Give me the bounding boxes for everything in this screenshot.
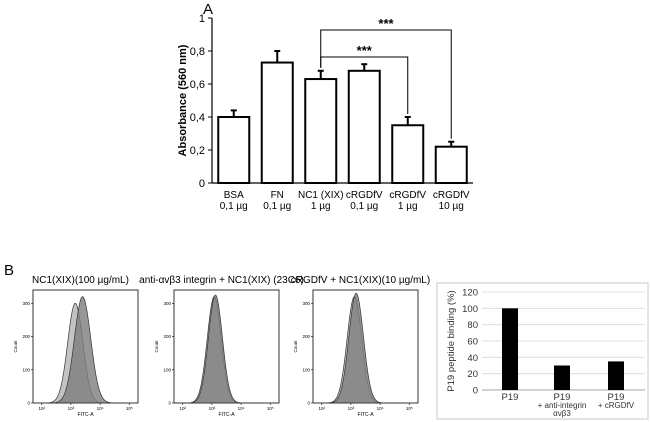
histogram-title: anti-αvβ3 integrin + NC1(XIX) (23C6): [139, 275, 304, 286]
x-tick-label: 10⁵: [267, 406, 274, 411]
x-category-label: 1 µg: [311, 201, 331, 212]
y-tick-label: 20: [467, 369, 478, 380]
chart-frame: [436, 282, 649, 420]
bar: [304, 78, 338, 184]
bar: [391, 124, 425, 184]
y-tick-label: 300: [163, 301, 171, 306]
significance-label: ***: [357, 43, 373, 58]
y-axis-label: Count: [13, 340, 18, 353]
bar: [217, 116, 251, 184]
y-axis-label: Absorbance (560 nm): [177, 44, 189, 156]
significance-bracket: [320, 29, 452, 139]
bar: [608, 361, 624, 390]
x-category-label: + anti-integrin: [538, 401, 587, 410]
panel-a-label: A: [203, 1, 213, 18]
y-tick-label: 0: [307, 401, 310, 406]
x-tick-label: 10²: [38, 406, 45, 411]
x-tick-label: 10⁴: [97, 406, 104, 411]
x-category-label: P19: [502, 392, 519, 403]
x-tick-label: 10⁴: [238, 406, 245, 411]
y-axis-label: Count: [154, 340, 159, 353]
flow-histogram-crgdfv: cRGDfV + NC1(XIX)(10 µg/mL) 0 100 200 300 Cou…: [291, 275, 430, 418]
bar: [434, 145, 468, 184]
p19-binding-bar-chart: 0 20 40 60 80 100 120 P19 peptide binding (%) P1…: [436, 282, 649, 420]
x-category-label: FN: [271, 190, 284, 201]
x-category-label: 0,1 µg: [220, 201, 248, 212]
y-tick-label: 80: [467, 320, 478, 331]
x-tick-label: 10⁵: [406, 406, 413, 411]
y-tick-label: 40: [467, 353, 478, 364]
y-tick-label: 0,6: [190, 79, 205, 91]
y-tick-label: 100: [163, 367, 171, 372]
x-axis-label: FITC-A: [218, 412, 235, 418]
histogram-title: NC1(XIX)(100 µg/mL): [32, 275, 129, 286]
x-category-label: P19: [608, 392, 625, 403]
x-category-label: αvβ3: [553, 409, 571, 418]
y-tick-label: 300: [302, 301, 310, 306]
x-category-label: cRGDfV: [433, 190, 470, 201]
y-tick-label: 0,8: [190, 46, 205, 58]
x-tick-label: 10⁵: [126, 406, 133, 411]
y-tick-label: 200: [163, 334, 171, 339]
y-tick-label: 0,4: [190, 112, 205, 124]
y-tick-label: 0: [473, 386, 478, 397]
x-tick-label: 10⁴: [377, 406, 384, 411]
y-tick-label: 120: [462, 288, 478, 299]
x-tick-label: 10²: [179, 406, 186, 411]
x-tick-label: 10³: [209, 406, 216, 411]
x-category-label: 0,1 µg: [263, 201, 291, 212]
y-tick-label: 60: [467, 337, 478, 348]
y-tick-label: 200: [302, 334, 310, 339]
x-category-label: cRGDfV: [346, 190, 383, 201]
y-tick-label: 0: [199, 178, 205, 190]
bar: [502, 308, 518, 390]
y-tick-label: 100: [462, 304, 478, 315]
y-tick-label: 0,2: [190, 145, 205, 157]
y-tick-label: 0: [168, 401, 171, 406]
x-tick-label: 10²: [318, 406, 325, 411]
x-tick-label: 10³: [68, 406, 75, 411]
y-tick-label: 100: [22, 367, 30, 372]
bar: [554, 365, 570, 390]
x-category-label: P19: [554, 392, 571, 403]
significance-bracket: [320, 56, 409, 114]
x-category-label: 0,1 µg: [350, 201, 378, 212]
y-axis-label: Count: [293, 340, 298, 353]
bar: [260, 61, 294, 184]
y-tick-label: 100: [302, 367, 310, 372]
histogram-title: cRGDfV + NC1(XIX)(10 µg/mL): [291, 275, 430, 286]
x-category-label: BSA: [224, 190, 244, 201]
flow-histogram-nc1: NC1(XIX)(100 µg/mL) 0 100 200 300 Count 10² 10³…: [13, 275, 139, 418]
y-tick-label: 200: [22, 334, 30, 339]
x-category-label: 10 µg: [439, 201, 464, 212]
histogram-NC1: [313, 292, 418, 404]
histogram-NC1: [174, 294, 279, 404]
y-tick-label: 1: [199, 13, 205, 25]
x-axis-label: FITC-A: [77, 412, 94, 418]
flow-histogram-anti-integrin: anti-αvβ3 integrin + NC1(XIX) (23C6) 0 100…: [139, 275, 304, 418]
y-tick-label: 0: [27, 401, 30, 406]
bar: [347, 69, 381, 184]
panel-b-label: B: [4, 262, 14, 279]
x-tick-label: 10³: [348, 406, 355, 411]
x-category-label: + cRGDfV: [598, 401, 635, 410]
x-axis-label: FITC-A: [357, 412, 374, 418]
significance-label: ***: [378, 16, 394, 31]
x-category-label: cRGDfV: [389, 190, 426, 201]
y-axis-label: P19 peptide binding (%): [446, 290, 457, 391]
histogram-NC1: [33, 296, 138, 404]
x-category-label: NC1 (XIX): [298, 190, 344, 201]
y-tick-label: 300: [22, 301, 30, 306]
x-category-label: 1 µg: [398, 201, 418, 212]
